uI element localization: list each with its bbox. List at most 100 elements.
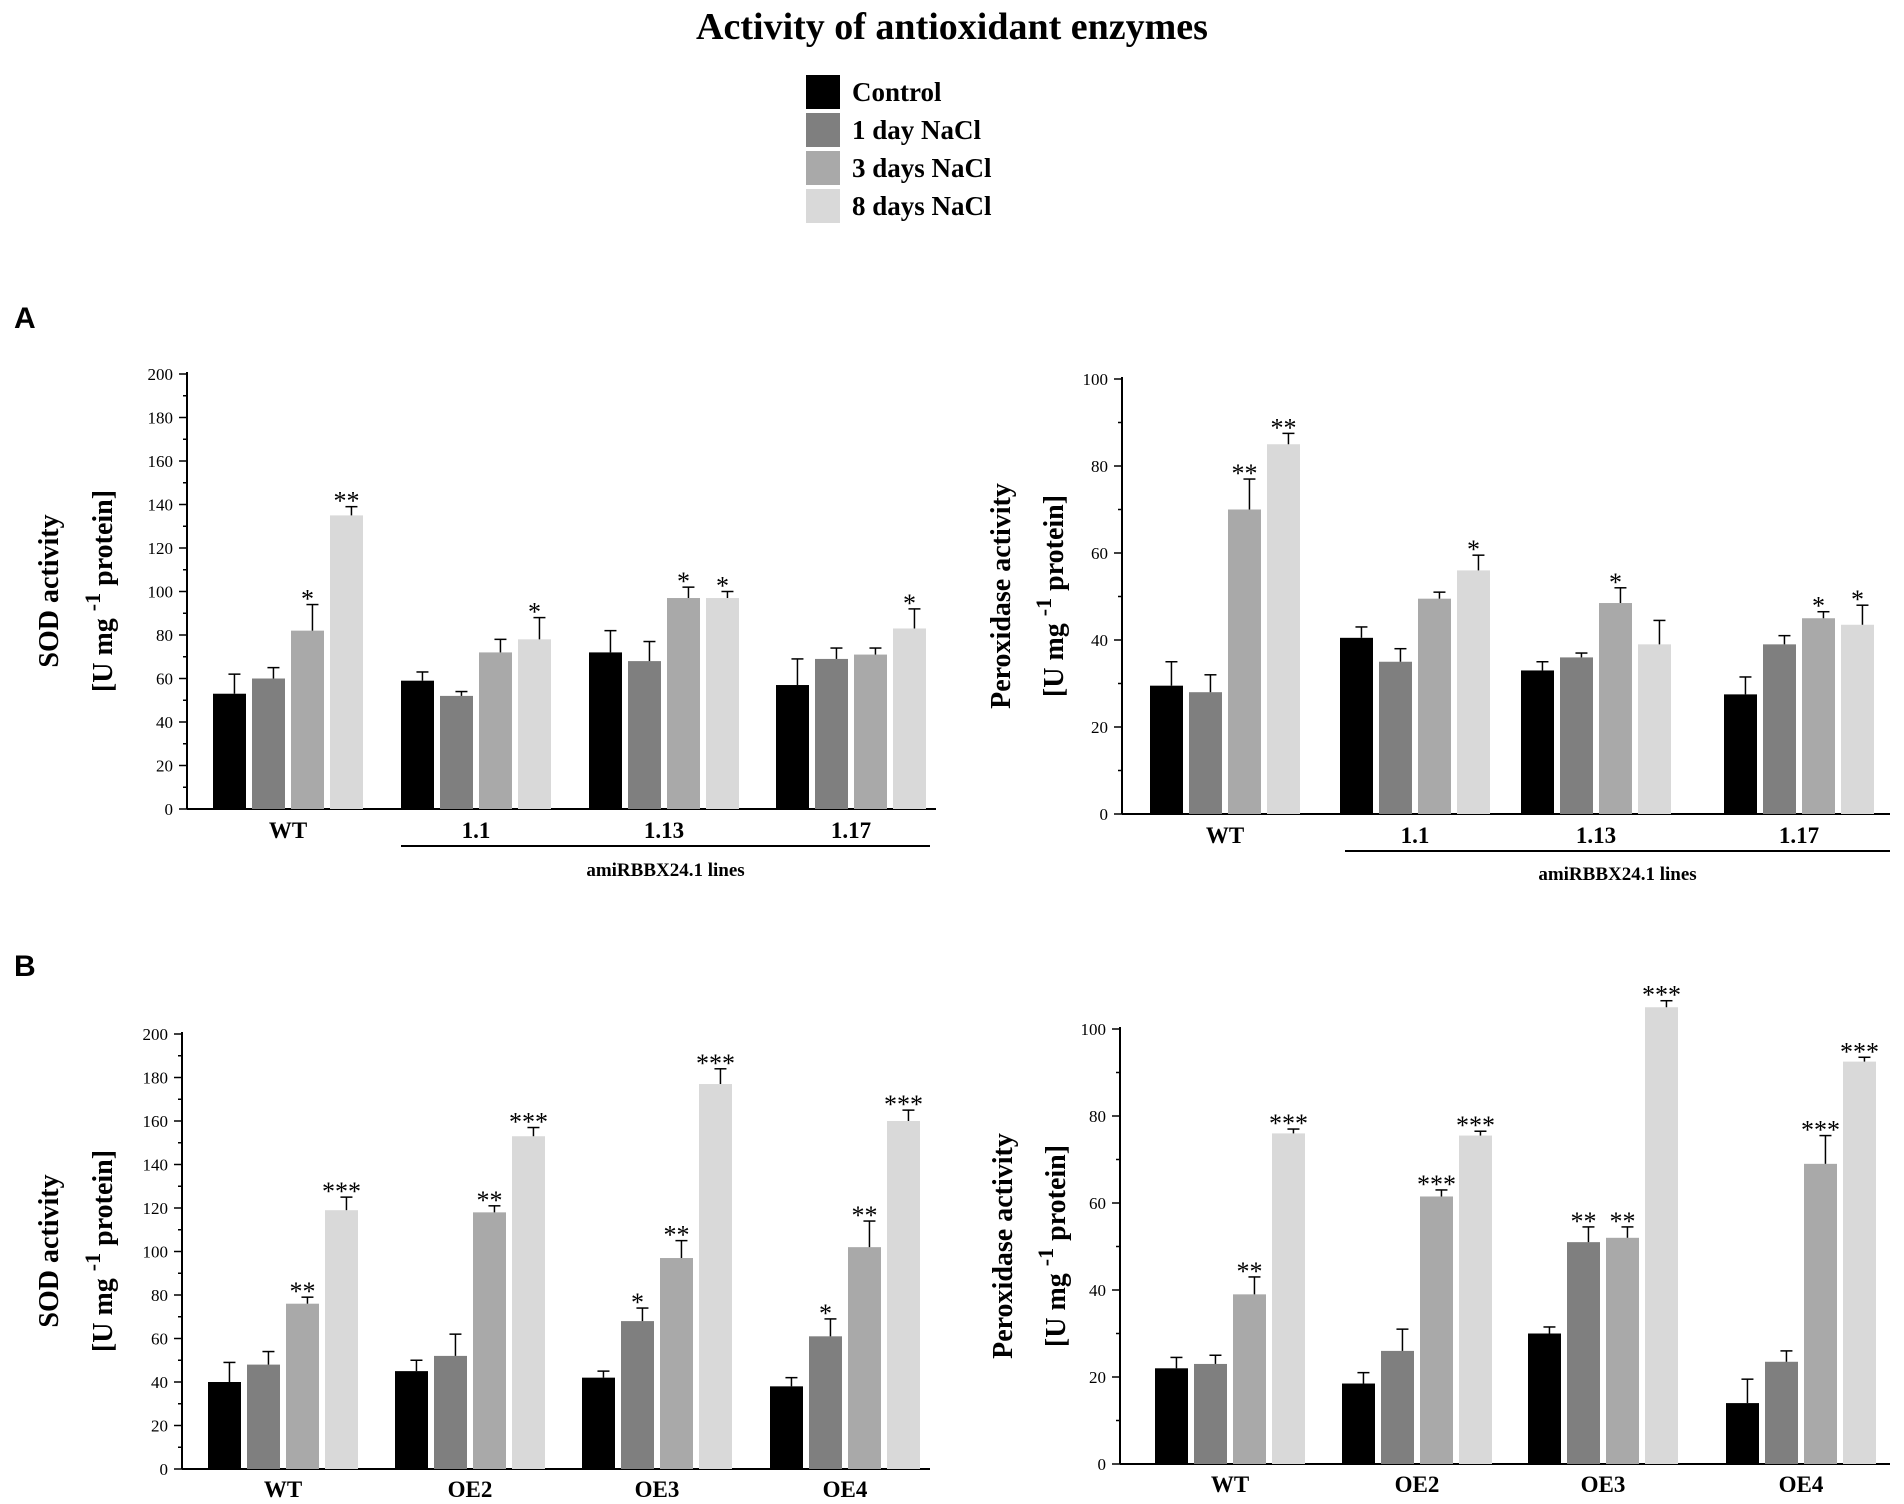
- chart-a2-bar-wt-3-days-nacl: [1228, 509, 1261, 814]
- chart-b2-bar-wt-control: [1155, 1368, 1188, 1464]
- chart-a2-y-tick-label: 80: [1091, 457, 1108, 476]
- chart-a2-bar-1-1-3-days-nacl: [1418, 598, 1451, 814]
- legend-swatch-1-day-nacl: [806, 113, 840, 147]
- chart-b1-y-tick-label: 40: [151, 1373, 168, 1392]
- panel-letter-a: A: [14, 302, 36, 335]
- chart-b2-significance-mark: ***: [1456, 1111, 1495, 1140]
- chart-a1-significance-mark: *: [716, 572, 729, 601]
- chart-b2-significance-mark: ***: [1642, 981, 1681, 1010]
- chart-a1-y-tick-label: 60: [156, 670, 173, 689]
- chart-a2-y-axis-label: Peroxidase activity: [986, 483, 1017, 709]
- chart-a2-bar-wt-1-day-nacl: [1189, 692, 1222, 814]
- chart-a1-y-tick-label: 40: [156, 713, 173, 732]
- legend: Control 1 day NaCl 3 days NaCl 8 days Na…: [806, 73, 992, 225]
- chart-b2-y-tick-label: 80: [1089, 1107, 1106, 1126]
- chart-a2-bar-1-1-control: [1340, 637, 1373, 814]
- chart-b1-y-tick-label: 160: [143, 1112, 169, 1131]
- chart-a1-y-tick-label: 100: [148, 583, 174, 602]
- chart-a2-bar-1-17-control: [1724, 694, 1757, 814]
- chart-b1-bar-oe3-1-day-nacl: [621, 1321, 654, 1469]
- chart-a1-significance-mark: *: [903, 589, 916, 618]
- chart-b2-bar-oe4-1-day-nacl: [1765, 1361, 1798, 1464]
- chart-a2-y-tick-label: 0: [1100, 805, 1109, 824]
- legend-item-1-day-nacl: 1 day NaCl: [806, 111, 992, 149]
- chart-a2-y-tick-label: 20: [1091, 718, 1108, 737]
- chart-a1-y-tick-label: 80: [156, 626, 173, 645]
- chart-b2-bar-oe2-control: [1342, 1383, 1375, 1464]
- chart-b2-y-axis-unit: [U mg -1 protein]: [1033, 1145, 1072, 1347]
- chart-a1-bar-1-13-control: [589, 652, 622, 809]
- chart-b1-significance-mark: **: [664, 1221, 690, 1250]
- chart-b2-y-tick-label: 0: [1098, 1455, 1107, 1474]
- chart-b2-bar-wt-1-day-nacl: [1194, 1363, 1227, 1464]
- chart-a2-x-tick-label-1-1: 1.1: [1401, 823, 1430, 848]
- legend-item-control: Control: [806, 73, 992, 111]
- chart-a1-bar-1-1-8-days-nacl: [518, 639, 551, 809]
- chart-b2-significance-mark: **: [1237, 1257, 1263, 1286]
- chart-a2-x-tick-label-wt: WT: [1206, 823, 1244, 848]
- chart-a2-bar-wt-8-days-nacl: [1267, 444, 1300, 814]
- chart-a2-significance-mark: **: [1271, 413, 1297, 442]
- chart-b2-y-tick-label: 40: [1089, 1281, 1106, 1300]
- legend-item-8-days-nacl: 8 days NaCl: [806, 187, 992, 225]
- chart-b2-x-tick-label-oe4: OE4: [1779, 1472, 1824, 1497]
- chart-a1-bar-1-17-3-days-nacl: [854, 654, 887, 809]
- chart-b1-significance-mark: **: [290, 1277, 316, 1306]
- chart-b1-x-tick-label-oe3: OE3: [635, 1477, 680, 1502]
- chart-b1-significance-mark: **: [477, 1186, 503, 1215]
- chart-b1-bar-wt-control: [208, 1382, 241, 1469]
- chart-a1-bar-1-17-1-day-nacl: [815, 658, 848, 809]
- chart-b1-bar-oe4-1-day-nacl: [809, 1336, 842, 1469]
- chart-a1-significance-mark: *: [528, 598, 541, 627]
- chart-b1-y-tick-label: 80: [151, 1286, 168, 1305]
- chart-b1-y-tick-label: 100: [143, 1243, 169, 1262]
- chart-a1-y-tick-label: 20: [156, 757, 173, 776]
- chart-b1-y-tick-label: 120: [143, 1199, 169, 1218]
- chart-a1-y-tick-label: 200: [148, 365, 174, 384]
- chart-a2-significance-mark: *: [1609, 568, 1622, 597]
- chart-b2-bar-oe2-8-days-nacl: [1459, 1135, 1492, 1464]
- legend-swatch-control: [806, 75, 840, 109]
- chart-b2-x-tick-label-oe2: OE2: [1395, 1472, 1440, 1497]
- chart-b1-bar-oe2-8-days-nacl: [512, 1136, 545, 1469]
- chart-a2-significance-mark: *: [1851, 585, 1864, 614]
- chart-b1-significance-mark: ***: [509, 1108, 548, 1137]
- chart-b1-bar-oe2-control: [395, 1371, 428, 1469]
- chart-b1-significance-mark: *: [819, 1299, 832, 1328]
- chart-a1-y-tick-label: 180: [148, 409, 174, 428]
- chart-a2-y-tick-label: 100: [1083, 370, 1109, 389]
- chart-b2-significance-mark: ***: [1801, 1116, 1840, 1145]
- legend-item-3-days-nacl: 3 days NaCl: [806, 149, 992, 187]
- chart-b2-bar-oe4-control: [1726, 1403, 1759, 1464]
- chart-b2-bar-wt-8-days-nacl: [1272, 1133, 1305, 1464]
- chart-b2-x-tick-label-oe3: OE3: [1581, 1472, 1626, 1497]
- chart-a2-y-tick-label: 40: [1091, 631, 1108, 650]
- chart-b1-y-axis-label: SOD activity: [34, 1174, 65, 1327]
- chart-b1-y-tick-label: 60: [151, 1330, 168, 1349]
- chart-a1-bar-1-13-3-days-nacl: [667, 598, 700, 809]
- legend-swatch-8-days-nacl: [806, 189, 840, 223]
- chart-a1-bar-wt-control: [213, 693, 246, 809]
- chart-b2-bar-oe4-3-days-nacl: [1804, 1163, 1837, 1464]
- chart-a2-bar-1-13-8-days-nacl: [1638, 644, 1671, 814]
- chart-a1-x-tick-label-1-13: 1.13: [644, 818, 684, 843]
- chart-a2-significance-mark: *: [1467, 535, 1480, 564]
- chart-b1-y-axis-unit: [U mg -1 protein]: [80, 1150, 119, 1352]
- chart-a2-bar-1-13-3-days-nacl: [1599, 603, 1632, 814]
- chart-a2-x-tick-label-1-13: 1.13: [1576, 823, 1616, 848]
- chart-a1-x-tick-label-wt: WT: [269, 818, 307, 843]
- chart-a2-bar-wt-control: [1150, 685, 1183, 814]
- chart-a1-significance-mark: *: [301, 585, 314, 614]
- chart-b2-bar-oe3-8-days-nacl: [1645, 1007, 1678, 1464]
- chart-b2-bar-oe4-8-days-nacl: [1843, 1061, 1876, 1464]
- chart-b1-y-tick-label: 0: [160, 1460, 169, 1479]
- chart-a2-bar-1-13-control: [1521, 670, 1554, 814]
- chart-b1-significance-mark: ***: [322, 1177, 361, 1206]
- chart-b1-bar-oe4-3-days-nacl: [848, 1247, 881, 1469]
- chart-a2-significance-mark: *: [1812, 592, 1825, 621]
- chart-b1-bar-wt-3-days-nacl: [286, 1303, 319, 1469]
- chart-b1-bar-oe3-3-days-nacl: [660, 1258, 693, 1469]
- chart-b1-y-tick-label: 140: [143, 1156, 169, 1175]
- chart-b1-significance-mark: **: [852, 1201, 878, 1230]
- chart-a2-significance-mark: **: [1232, 459, 1258, 488]
